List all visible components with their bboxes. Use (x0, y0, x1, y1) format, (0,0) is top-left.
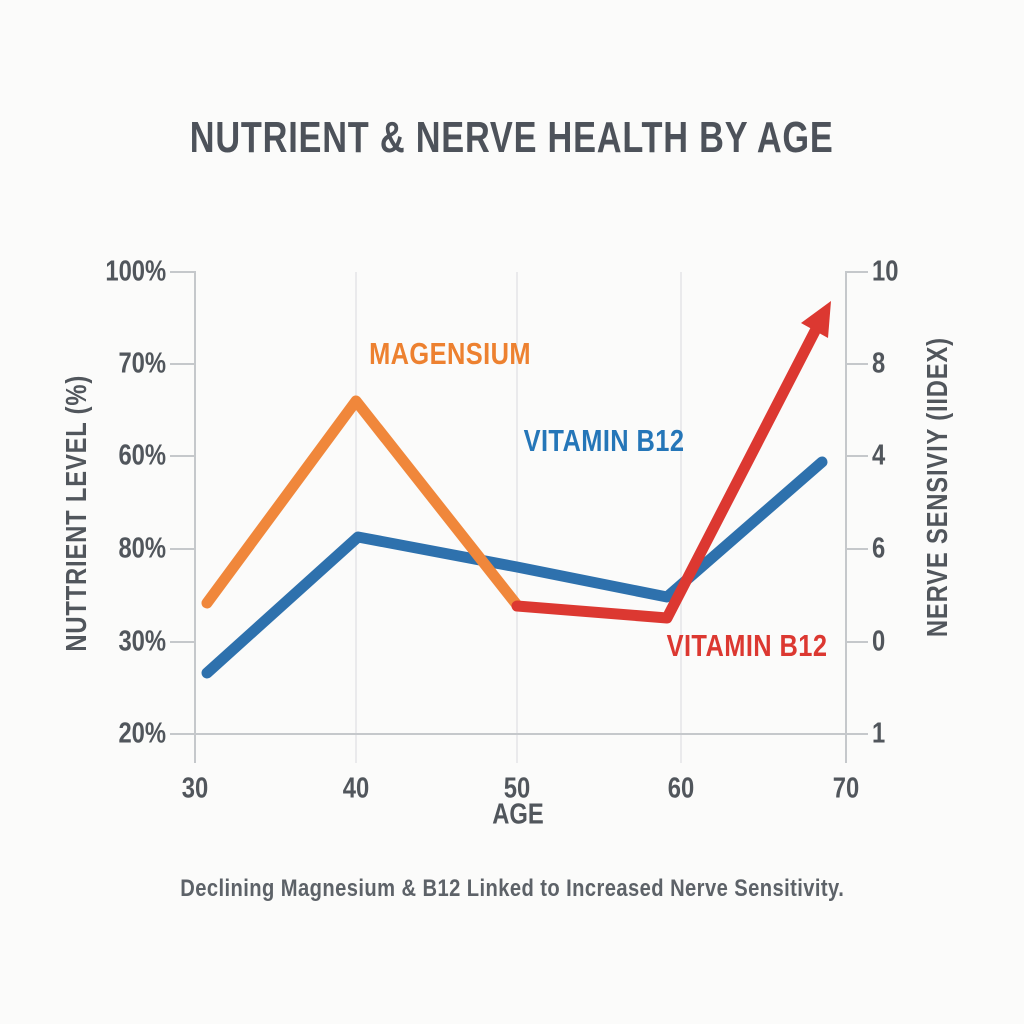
right-tick-label: 6 (872, 532, 886, 565)
left-tick-label: 100% (105, 255, 166, 288)
y-right-axis-title: NERVE SENSIVIY (IIDEX) (922, 337, 954, 637)
magnesium-line (201, 395, 523, 611)
x-tick-label: 30 (181, 772, 209, 805)
right-tick-label: 1 (872, 717, 886, 750)
left-tick-label: 20% (118, 717, 166, 750)
series-label-b12-blue: VITAMIN B12 (523, 423, 685, 458)
y-left-axis-title: NUTTRIENT LEVEL (%) (61, 374, 93, 652)
arrowhead (801, 301, 831, 338)
left-tick-label: 80% (118, 532, 166, 565)
b12-line (201, 456, 828, 679)
x-tick-label: 70 (832, 772, 860, 805)
x-tick-label: 40 (342, 772, 370, 805)
left-tick-label: 60% (118, 439, 166, 472)
nerve-line (511, 325, 821, 624)
x-tick-label: 50 (503, 772, 531, 805)
x-axis-title: AGE (492, 798, 544, 831)
right-tick-label: 4 (872, 439, 886, 472)
left-tick-label: 70% (118, 347, 166, 380)
right-tick-label: 10 (872, 255, 899, 288)
right-tick-label: 8 (872, 347, 886, 380)
right-tick-label: 0 (872, 625, 886, 658)
series-label-magnesium: MAGENSIUM (369, 336, 531, 371)
chart-caption: Declining Magnesium & B12 Linked to Incr… (180, 875, 844, 902)
chart-title-text: NUTRIENT & NERVE HEALTH BY AGE (190, 113, 834, 162)
x-tick-label: 60 (667, 772, 695, 805)
series-label-b12-red: VITAMIN B12 (666, 628, 828, 663)
chart-title: NUTRIENT & NERVE HEALTH BY AGE (0, 113, 1024, 163)
left-tick-label: 30% (118, 625, 166, 658)
